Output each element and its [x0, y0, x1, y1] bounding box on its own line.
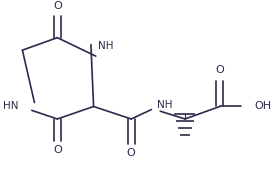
Text: NH: NH: [157, 100, 172, 110]
Text: O: O: [216, 65, 224, 76]
Text: O: O: [53, 1, 62, 11]
Text: O: O: [53, 145, 62, 155]
Text: OH: OH: [254, 102, 271, 111]
Text: O: O: [127, 148, 135, 158]
Text: HN: HN: [3, 102, 18, 111]
Text: NH: NH: [98, 41, 113, 51]
